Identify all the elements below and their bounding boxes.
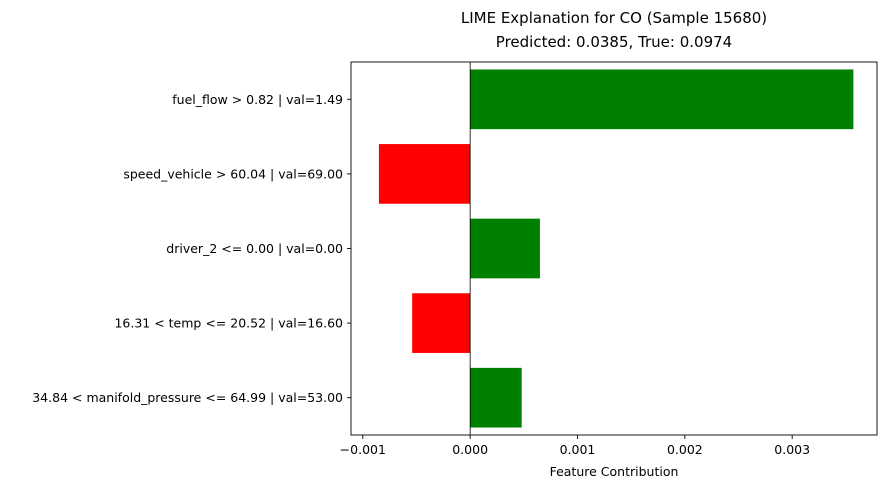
x-tick-label-5: 0.003: [774, 442, 810, 457]
bar-3: [470, 218, 540, 279]
y-tick-label-3: driver_2 <= 0.00 | val=0.00: [166, 241, 343, 256]
x-tick-label-3: 0.001: [560, 442, 596, 457]
x-tick-label-4: 0.002: [667, 442, 703, 457]
axis-ticks: fuel_flow > 0.82 | val=1.49 speed_vehicle…: [32, 92, 810, 457]
chart-title: LIME Explanation for CO (Sample 15680): [461, 9, 767, 27]
y-tick-label-5: 34.84 < manifold_pressure <= 64.99 | val…: [32, 390, 343, 405]
chart-subtitle: Predicted: 0.0385, True: 0.0974: [496, 33, 732, 51]
x-tick-label-2: 0.000: [452, 442, 488, 457]
plot-area: [350, 61, 878, 436]
bar-5: [470, 367, 522, 428]
bar-2: [378, 144, 471, 204]
y-tick-label-2: speed_vehicle > 60.04 | val=69.00: [123, 166, 343, 181]
bar-4: [412, 293, 471, 353]
x-tick-label-1: −0.001: [340, 442, 386, 457]
bar-1: [470, 69, 854, 130]
y-tick-label-4: 16.31 < temp <= 20.52 | val=16.60: [114, 316, 343, 331]
x-axis-label: Feature Contribution: [550, 464, 679, 479]
y-tick-label-1: fuel_flow > 0.82 | val=1.49: [172, 92, 343, 107]
